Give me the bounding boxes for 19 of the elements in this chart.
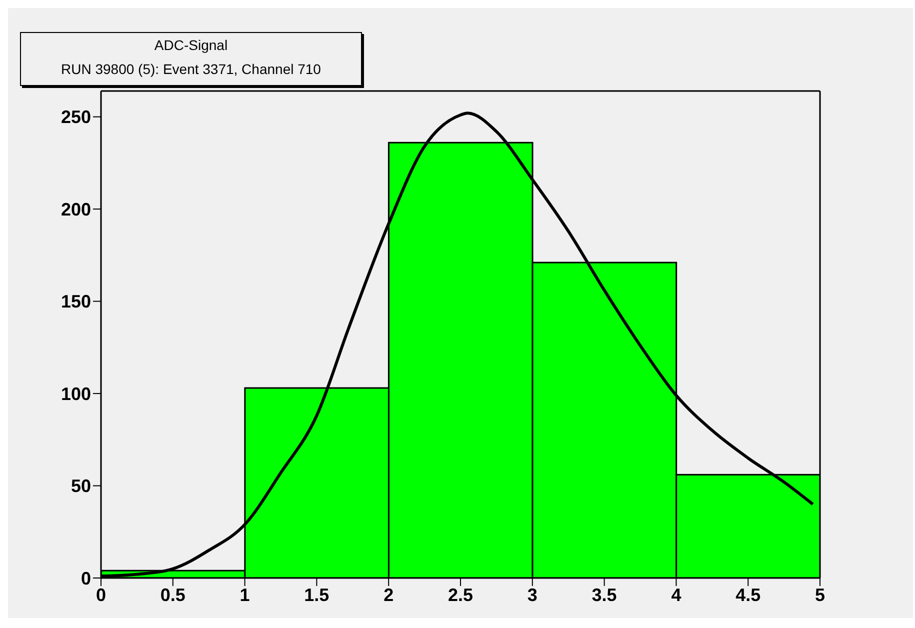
chart-subtitle: RUN 39800 (5): Event 3371, Channel 710	[60, 60, 322, 79]
chart-title: ADC-Signal	[153, 36, 229, 55]
y-tick-label: 250	[60, 107, 91, 128]
x-tick-label: 3.5	[592, 584, 617, 605]
x-tick-label: 0	[96, 584, 106, 605]
x-tick-label: 3	[527, 584, 538, 605]
x-tick-label: 5	[814, 584, 826, 605]
y-tick-label: 150	[60, 292, 91, 312]
x-tick-label: 2	[384, 584, 394, 605]
x-tick-label: 4.5	[736, 584, 761, 605]
x-tick-label: 4	[671, 584, 682, 605]
y-tick-label: 200	[60, 199, 91, 220]
x-tick-label: 0.5	[160, 584, 186, 605]
x-tick-label: 1.5	[304, 584, 330, 605]
y-tick-label: 100	[60, 384, 91, 404]
x-tick-label: 1	[240, 584, 250, 605]
x-tick-label: 2.5	[448, 584, 474, 605]
y-tick-label: 50	[70, 476, 91, 496]
y-tick-label: 0	[80, 568, 91, 588]
